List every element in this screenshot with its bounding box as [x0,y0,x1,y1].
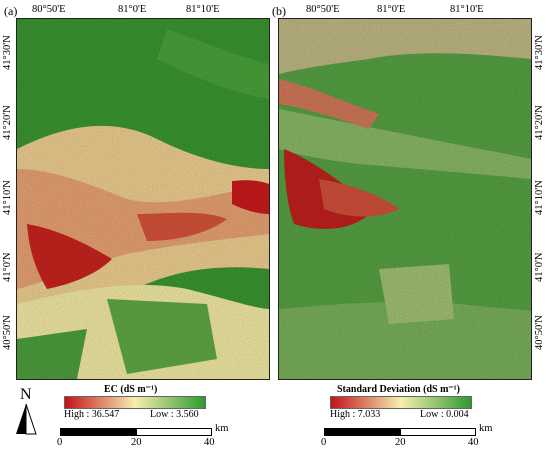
legend-a-high: High : 36.547 [64,409,120,420]
scale-bar-b-label: 40 [468,437,479,448]
panel-b-right-tick: 41°0'N [534,252,545,282]
panel-b-right-tick: 41°30'N [534,35,545,70]
scale-bar-b-white-segment [400,428,476,436]
legend-a-low: Low : 3.560 [150,409,199,420]
scale-bar-a-label: 20 [131,437,142,448]
north-arrow-icon [16,404,37,435]
panel-a-left-tick: 40°50'N [2,315,13,350]
panel-a-top-tick: 81°10'E [186,4,220,15]
scale-bar-a: 0 20 40 km [57,423,240,453]
panel-a-label: (a) [4,4,18,18]
scale-bar-a-label: 40 [204,437,215,448]
north-arrow: N [14,386,44,436]
scale-bar-b-label: 20 [395,437,406,448]
scale-bar-b: 0 20 40 km [321,423,504,453]
scale-bar-a-black-segment [60,428,137,436]
panel-a-left-tick: 41°20'N [2,105,13,140]
panel-a-top-tick: 81°0'E [118,4,147,15]
scale-bar-b-label: 0 [321,437,327,448]
panel-b-right-tick: 40°50'N [534,315,545,350]
scale-bar-a-label: 0 [57,437,63,448]
panel-b-top-tick: 81°0'E [377,4,406,15]
panel-b-label: (b) [272,4,286,18]
panel-a-map [16,18,270,380]
scale-bar-b-unit: km [479,423,493,434]
panel-a-raster [17,19,269,379]
legend-b-low: Low : 0.004 [420,409,469,420]
panel-b-right-tick: 41°10'N [534,180,545,215]
panel-b-raster [279,19,531,379]
legend-b-title: Standard Deviation (dS m⁻¹) [337,384,461,395]
panel-b-top-tick: 80°50'E [306,4,340,15]
legend-b-high: High : 7.033 [330,409,381,420]
north-label: N [20,386,32,403]
scale-bar-a-unit: km [215,423,229,434]
legend-b-colorbar [330,396,472,409]
panel-b-map [278,18,532,380]
panel-a-top-tick: 80°50'E [32,4,66,15]
panel-b-right-tick: 41°20'N [534,105,545,140]
panel-a-left-tick: 41°10'N [2,180,13,215]
panel-a-left-tick: 41°30'N [2,35,13,70]
legend-a-colorbar [64,396,206,409]
legend-a-title: EC (dS m⁻¹) [104,384,158,395]
panel-b-top-tick: 81°10'E [450,4,484,15]
scale-bar-b-black-segment [324,428,401,436]
panel-a-left-tick: 41°0'N [2,252,13,282]
scale-bar-a-white-segment [136,428,212,436]
